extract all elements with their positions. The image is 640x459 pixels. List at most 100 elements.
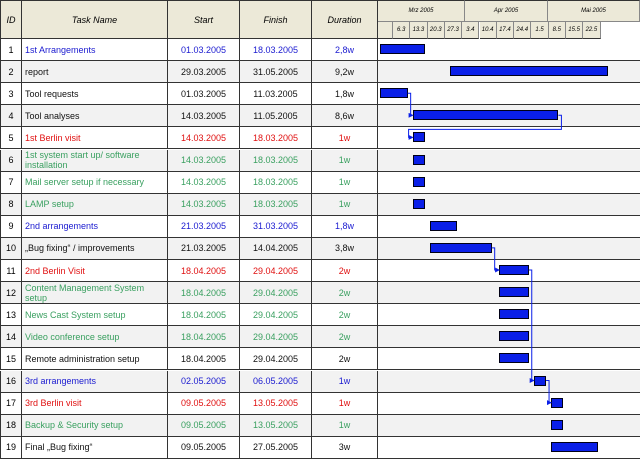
- gantt-bar[interactable]: [499, 309, 529, 320]
- gantt-bar[interactable]: [551, 419, 564, 430]
- task-id: 18: [0, 414, 22, 437]
- task-duration: 1w: [312, 171, 378, 194]
- task-name: „Bug fixing“ / improvements: [22, 237, 168, 260]
- gantt-bar[interactable]: [412, 132, 425, 143]
- task-name: News Cast System setup: [22, 304, 168, 327]
- timeline-week-label: 15.5: [566, 22, 584, 39]
- task-duration: 2w: [312, 326, 378, 349]
- task-finish: 31.05.2005: [240, 61, 312, 84]
- timeline-row: [378, 39, 640, 62]
- task-id: 17: [0, 392, 22, 415]
- timeline-month-label: Mai 2005: [548, 0, 640, 22]
- task-finish: 13.05.2005: [240, 414, 312, 437]
- timeline-week-label: 24.4: [514, 22, 532, 39]
- gantt-bar[interactable]: [499, 331, 529, 342]
- task-name: Mail server setup if necessary: [22, 171, 168, 194]
- gantt-bar[interactable]: [551, 397, 564, 408]
- task-start: 29.03.2005: [168, 61, 240, 84]
- header-name[interactable]: Task Name: [22, 0, 168, 39]
- timeline-month-label: Apr 2005: [465, 0, 548, 22]
- task-id: 9: [0, 215, 22, 238]
- task-name: 3rd arrangements: [22, 370, 168, 393]
- gantt-bar[interactable]: [429, 220, 458, 231]
- gantt-bar[interactable]: [412, 110, 559, 121]
- task-finish: 06.05.2005: [240, 370, 312, 393]
- task-name: Content Management System setup: [22, 282, 168, 305]
- task-id: 7: [0, 171, 22, 194]
- task-finish: 11.05.2005: [240, 105, 312, 128]
- timeline-week-label: 10.4: [479, 22, 497, 39]
- task-finish: 27.05.2005: [240, 436, 312, 459]
- task-name: Tool analyses: [22, 105, 168, 128]
- task-duration: 8,6w: [312, 105, 378, 128]
- task-start: 09.05.2005: [168, 392, 240, 415]
- task-duration: 2w: [312, 348, 378, 371]
- task-duration: 9,2w: [312, 61, 378, 84]
- task-duration: 3,8w: [312, 237, 378, 260]
- gantt-bar[interactable]: [449, 66, 608, 77]
- task-finish: 31.03.2005: [240, 215, 312, 238]
- gantt-bar[interactable]: [412, 198, 425, 209]
- gantt-bar[interactable]: [499, 287, 529, 298]
- task-id: 14: [0, 326, 22, 349]
- task-duration: 1,8w: [312, 83, 378, 106]
- gantt-bar[interactable]: [499, 265, 529, 275]
- task-name: 2nd arrangements: [22, 215, 168, 238]
- gantt-bar[interactable]: [412, 154, 425, 165]
- task-id: 4: [0, 105, 22, 128]
- task-finish: 29.04.2005: [240, 326, 312, 349]
- task-finish: 18.03.2005: [240, 171, 312, 194]
- task-id: 1: [0, 39, 22, 62]
- task-finish: 11.03.2005: [240, 83, 312, 106]
- header-duration[interactable]: Duration: [312, 0, 378, 39]
- task-name: 1st Arrangements: [22, 39, 168, 62]
- timeline-row: [378, 370, 640, 393]
- task-name: LAMP setup: [22, 193, 168, 216]
- gantt-bar[interactable]: [533, 375, 547, 386]
- gantt-bar[interactable]: [429, 242, 492, 253]
- task-duration: 2w: [312, 282, 378, 305]
- timeline-week-label: 6.3: [393, 22, 411, 39]
- task-name: 1st Berlin visit: [22, 127, 168, 150]
- task-id: 10: [0, 237, 22, 260]
- task-name: Video conference setup: [22, 326, 168, 349]
- timeline-row: [378, 83, 640, 106]
- task-start: 14.03.2005: [168, 193, 240, 216]
- header-finish[interactable]: Finish: [240, 0, 312, 39]
- timeline-row: [378, 171, 640, 194]
- task-name: Remote administration setup: [22, 348, 168, 371]
- timeline-row: [378, 215, 640, 238]
- task-start: 09.05.2005: [168, 436, 240, 459]
- task-start: 18.04.2005: [168, 260, 240, 283]
- header-start[interactable]: Start: [168, 0, 240, 39]
- timeline-week-label: 1.5: [531, 22, 549, 39]
- task-start: 18.04.2005: [168, 326, 240, 349]
- timeline-week-label: 17.4: [496, 22, 515, 39]
- timeline-row: [378, 414, 640, 437]
- task-duration: 1w: [312, 193, 378, 216]
- task-name: 1st system start up/ software installati…: [22, 149, 168, 172]
- task-id: 12: [0, 282, 22, 305]
- task-name: Final „Bug fixing“: [22, 436, 168, 459]
- gantt-bar[interactable]: [412, 176, 425, 187]
- task-finish: 18.03.2005: [240, 149, 312, 172]
- task-duration: 1w: [312, 392, 378, 415]
- gantt-bar[interactable]: [380, 88, 408, 99]
- task-finish: 29.04.2005: [240, 348, 312, 371]
- gantt-bar[interactable]: [380, 44, 425, 54]
- header-id[interactable]: ID: [0, 0, 22, 39]
- gantt-bar[interactable]: [551, 441, 598, 452]
- task-start: 14.03.2005: [168, 171, 240, 194]
- timeline-week-label: 13.3: [410, 22, 428, 39]
- task-duration: 3w: [312, 436, 378, 459]
- gantt-bar[interactable]: [499, 353, 529, 364]
- task-start: 18.04.2005: [168, 348, 240, 371]
- task-finish: 18.03.2005: [240, 193, 312, 216]
- timeline-week-label: 22.5: [583, 22, 601, 39]
- task-finish: 14.04.2005: [240, 237, 312, 260]
- task-duration: 2w: [312, 260, 378, 283]
- timeline-month-label: Mrz 2005: [378, 0, 465, 22]
- task-id: 16: [0, 370, 22, 393]
- task-id: 15: [0, 348, 22, 371]
